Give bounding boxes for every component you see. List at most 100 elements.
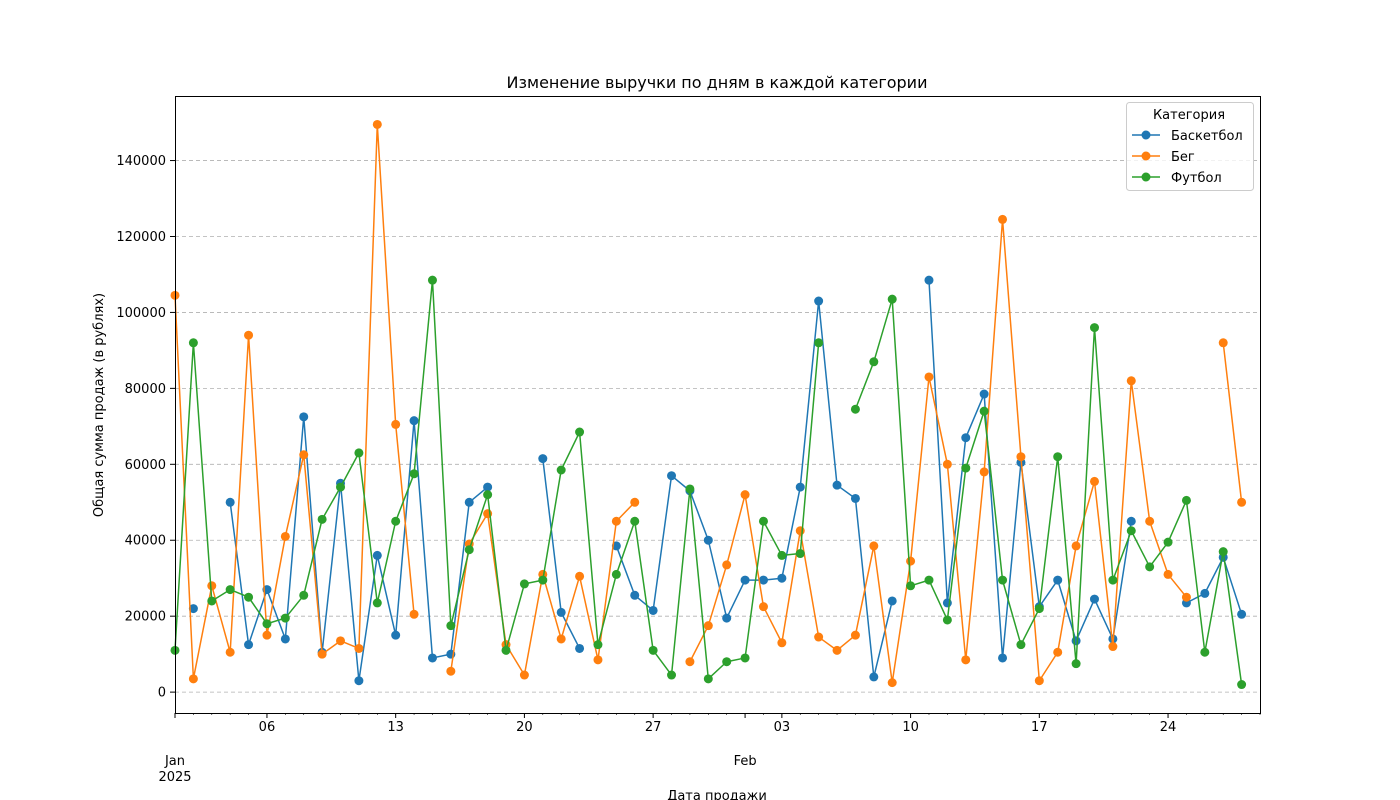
data-point (1108, 575, 1118, 585)
data-point (244, 330, 254, 340)
data-point (814, 296, 824, 306)
legend-entry: Футбол (1171, 171, 1222, 186)
data-point (188, 674, 198, 684)
data-point (777, 638, 787, 648)
series-Футбол (170, 275, 1247, 690)
legend-swatch-marker (1141, 172, 1151, 182)
x-tick-label: 06 (259, 720, 276, 735)
data-point (354, 448, 364, 458)
data-point (188, 338, 198, 348)
data-point (979, 406, 989, 416)
data-point (1163, 569, 1173, 579)
data-point (832, 480, 842, 490)
legend-title: Категория (1153, 108, 1225, 123)
data-point (1200, 588, 1210, 598)
x-month-label: Feb (734, 754, 757, 769)
data-point (575, 427, 585, 437)
plot-area-frame (175, 96, 1261, 714)
data-point (1108, 642, 1118, 652)
y-tick-label: 0 (158, 686, 166, 701)
data-point (1163, 537, 1173, 547)
x-tick-label: 03 (774, 720, 791, 735)
data-point (556, 465, 566, 475)
series-line (174, 279, 820, 680)
data-point (685, 657, 695, 667)
data-point (1145, 562, 1155, 572)
data-point (648, 605, 658, 615)
data-point (207, 596, 217, 606)
data-point (630, 590, 640, 600)
data-point (556, 634, 566, 644)
data-point (998, 214, 1008, 224)
data-point (1016, 640, 1026, 650)
data-point (740, 653, 750, 663)
data-point (850, 630, 860, 640)
y-tick-label: 140000 (116, 154, 166, 169)
data-point (336, 482, 346, 492)
data-point (354, 676, 364, 686)
data-point (1071, 659, 1081, 669)
data-point (409, 469, 419, 479)
data-point (409, 609, 419, 619)
series-line (928, 280, 1133, 659)
data-point (869, 357, 879, 367)
data-point (299, 412, 309, 422)
series-lines (170, 119, 1247, 690)
legend-swatch-marker (1141, 151, 1151, 161)
data-point (942, 615, 952, 625)
y-tick-label: 80000 (125, 382, 166, 397)
data-point (262, 619, 272, 629)
data-point (611, 569, 621, 579)
data-point (1218, 338, 1228, 348)
x-month-label: Jan (164, 754, 185, 769)
data-point (961, 433, 971, 443)
data-point (795, 482, 805, 492)
y-tick-label: 100000 (116, 306, 166, 321)
data-point (777, 573, 787, 583)
data-point (280, 613, 290, 623)
data-point (667, 670, 677, 680)
data-point (280, 531, 290, 541)
data-point (538, 575, 548, 585)
data-point (391, 516, 401, 526)
data-point (519, 579, 529, 589)
gridlines (175, 160, 1260, 693)
data-point (703, 621, 713, 631)
data-point (887, 678, 897, 688)
data-point (1181, 495, 1191, 505)
legend-entry: Бег (1171, 150, 1195, 165)
x-tick-label: 13 (387, 720, 404, 735)
data-point (648, 645, 658, 655)
x-tick-label: 27 (645, 720, 662, 735)
series-line (450, 501, 636, 676)
data-point (869, 672, 879, 682)
series-line (1186, 556, 1243, 615)
legend: Категория Баскетбол Бег Футбол (1126, 102, 1254, 191)
data-point (814, 338, 824, 348)
data-point (924, 372, 934, 382)
data-point (427, 275, 437, 285)
data-point (703, 535, 713, 545)
data-point (961, 463, 971, 473)
chart-title: Изменение выручки по дням в каждой катег… (507, 73, 928, 92)
data-point (832, 645, 842, 655)
data-point (611, 516, 621, 526)
data-point (1053, 647, 1063, 657)
y-tick-label: 40000 (125, 534, 166, 549)
x-tick-label: 10 (902, 720, 919, 735)
data-point (869, 541, 879, 551)
data-point (777, 550, 787, 560)
data-point (1126, 526, 1136, 536)
series-Баскетбол (188, 275, 1247, 686)
data-point (703, 674, 713, 684)
data-point (501, 645, 511, 655)
legend-box (1126, 102, 1254, 191)
data-point (427, 653, 437, 663)
data-point (1237, 497, 1247, 507)
data-point (1053, 575, 1063, 585)
data-point (593, 640, 603, 650)
data-point (630, 497, 640, 507)
data-point (1218, 547, 1228, 557)
y-tick-label: 120000 (116, 230, 166, 245)
